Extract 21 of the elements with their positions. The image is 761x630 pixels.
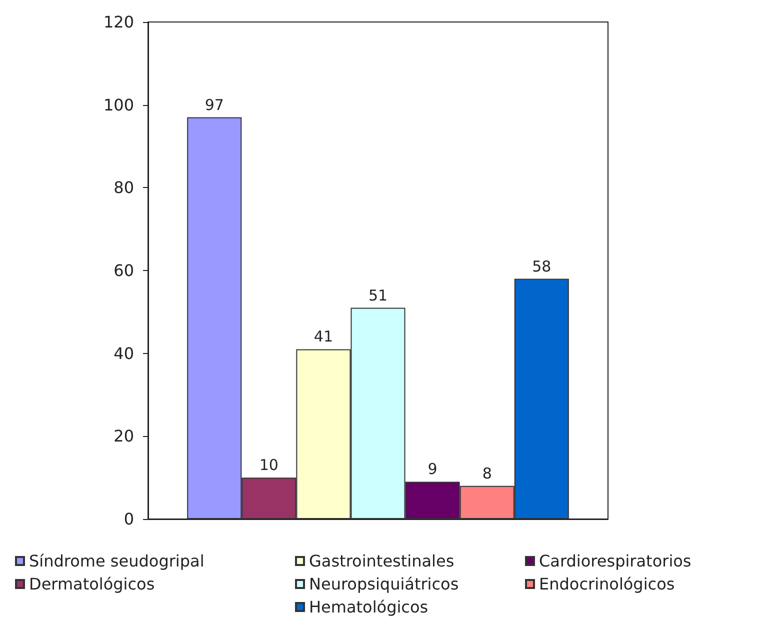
y-tick-label: 100: [103, 95, 134, 114]
legend-label: Hematológicos: [309, 598, 428, 616]
y-tick-label: 120: [103, 12, 134, 32]
data-label: 97: [204, 96, 224, 114]
y-tick-label: 0: [124, 510, 134, 528]
y-tick-label: 60: [114, 261, 134, 280]
y-tick-label: 20: [114, 426, 134, 446]
legend-label: Gastrointestinales: [309, 552, 454, 570]
data-label: 41: [314, 328, 334, 346]
legend-label: Cardiorespiratorios: [539, 552, 692, 570]
data-label: 58: [532, 257, 552, 276]
data-label: 9: [428, 460, 438, 478]
legend-label: Dermatológicos: [29, 574, 155, 594]
data-label: 8: [482, 464, 492, 482]
y-tick-label: 80: [114, 178, 134, 198]
legend-label: Síndrome seudogripal: [29, 552, 204, 570]
data-label: 10: [259, 456, 278, 474]
legend-label: Endocrinológicos: [539, 574, 675, 594]
data-label: 51: [368, 286, 388, 304]
y-tick-label: 40: [114, 344, 134, 363]
legend-label: Neuropsiquiátricos: [309, 574, 459, 594]
